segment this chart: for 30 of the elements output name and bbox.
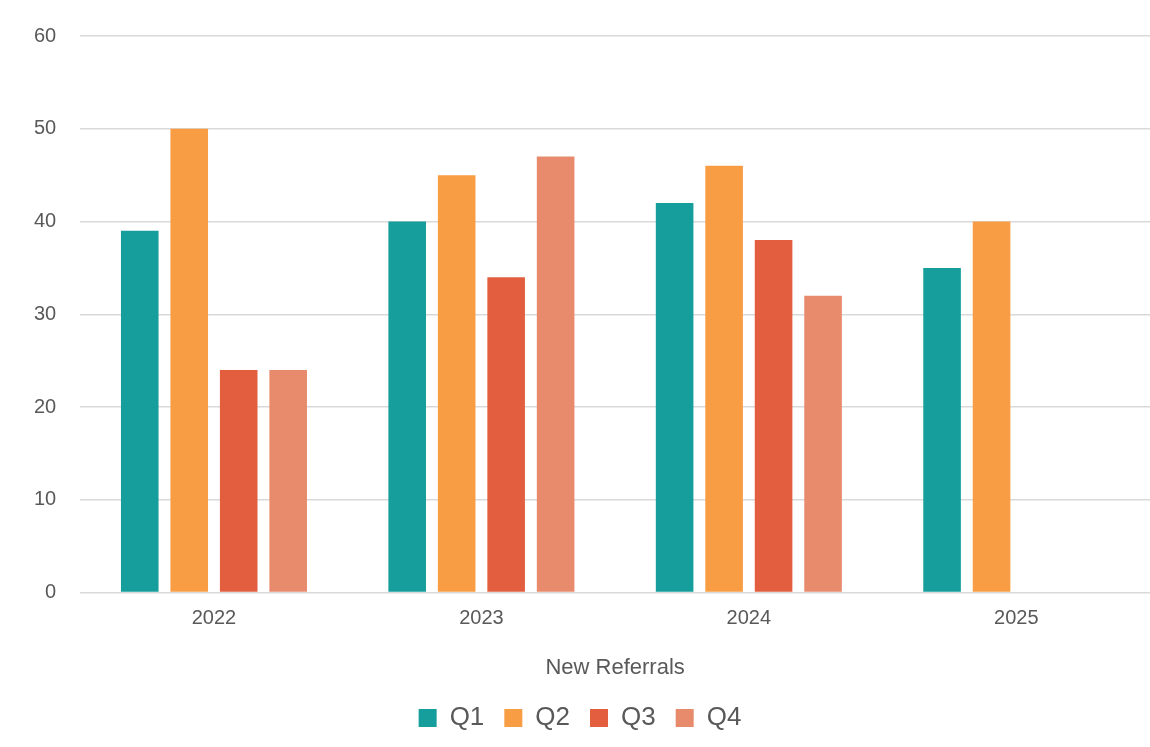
y-tick-label: 60 <box>34 23 57 46</box>
bar <box>655 202 694 592</box>
x-tick-label: 2024 <box>726 606 772 629</box>
x-tick-label: 2022 <box>191 606 237 629</box>
legend-label: Q1 <box>449 701 485 732</box>
bar <box>219 369 258 592</box>
bar <box>437 175 476 592</box>
bar <box>972 221 1011 592</box>
bar <box>487 277 525 592</box>
y-tick-label: 50 <box>34 116 57 139</box>
bar <box>388 221 426 592</box>
y-tick-label: 0 <box>45 580 57 603</box>
y-tick-label: 30 <box>34 301 57 324</box>
bar <box>804 295 842 592</box>
y-tick-label: 40 <box>34 209 57 232</box>
bar <box>536 156 575 592</box>
bar <box>923 267 961 592</box>
bar <box>170 128 209 592</box>
bar <box>120 230 159 592</box>
legend-label: Q4 <box>706 701 742 732</box>
bar <box>754 240 793 592</box>
legend-label: Q2 <box>535 701 570 732</box>
y-tick-label: 10 <box>34 487 57 510</box>
y-tick-label: 20 <box>34 394 57 417</box>
bar <box>705 165 743 592</box>
x-tick-label: 2025 <box>994 606 1039 629</box>
legend-label: Q3 <box>621 701 656 732</box>
x-axis-title: New Referrals <box>545 653 685 679</box>
x-tick-label: 2023 <box>459 606 504 629</box>
bar <box>269 369 307 592</box>
